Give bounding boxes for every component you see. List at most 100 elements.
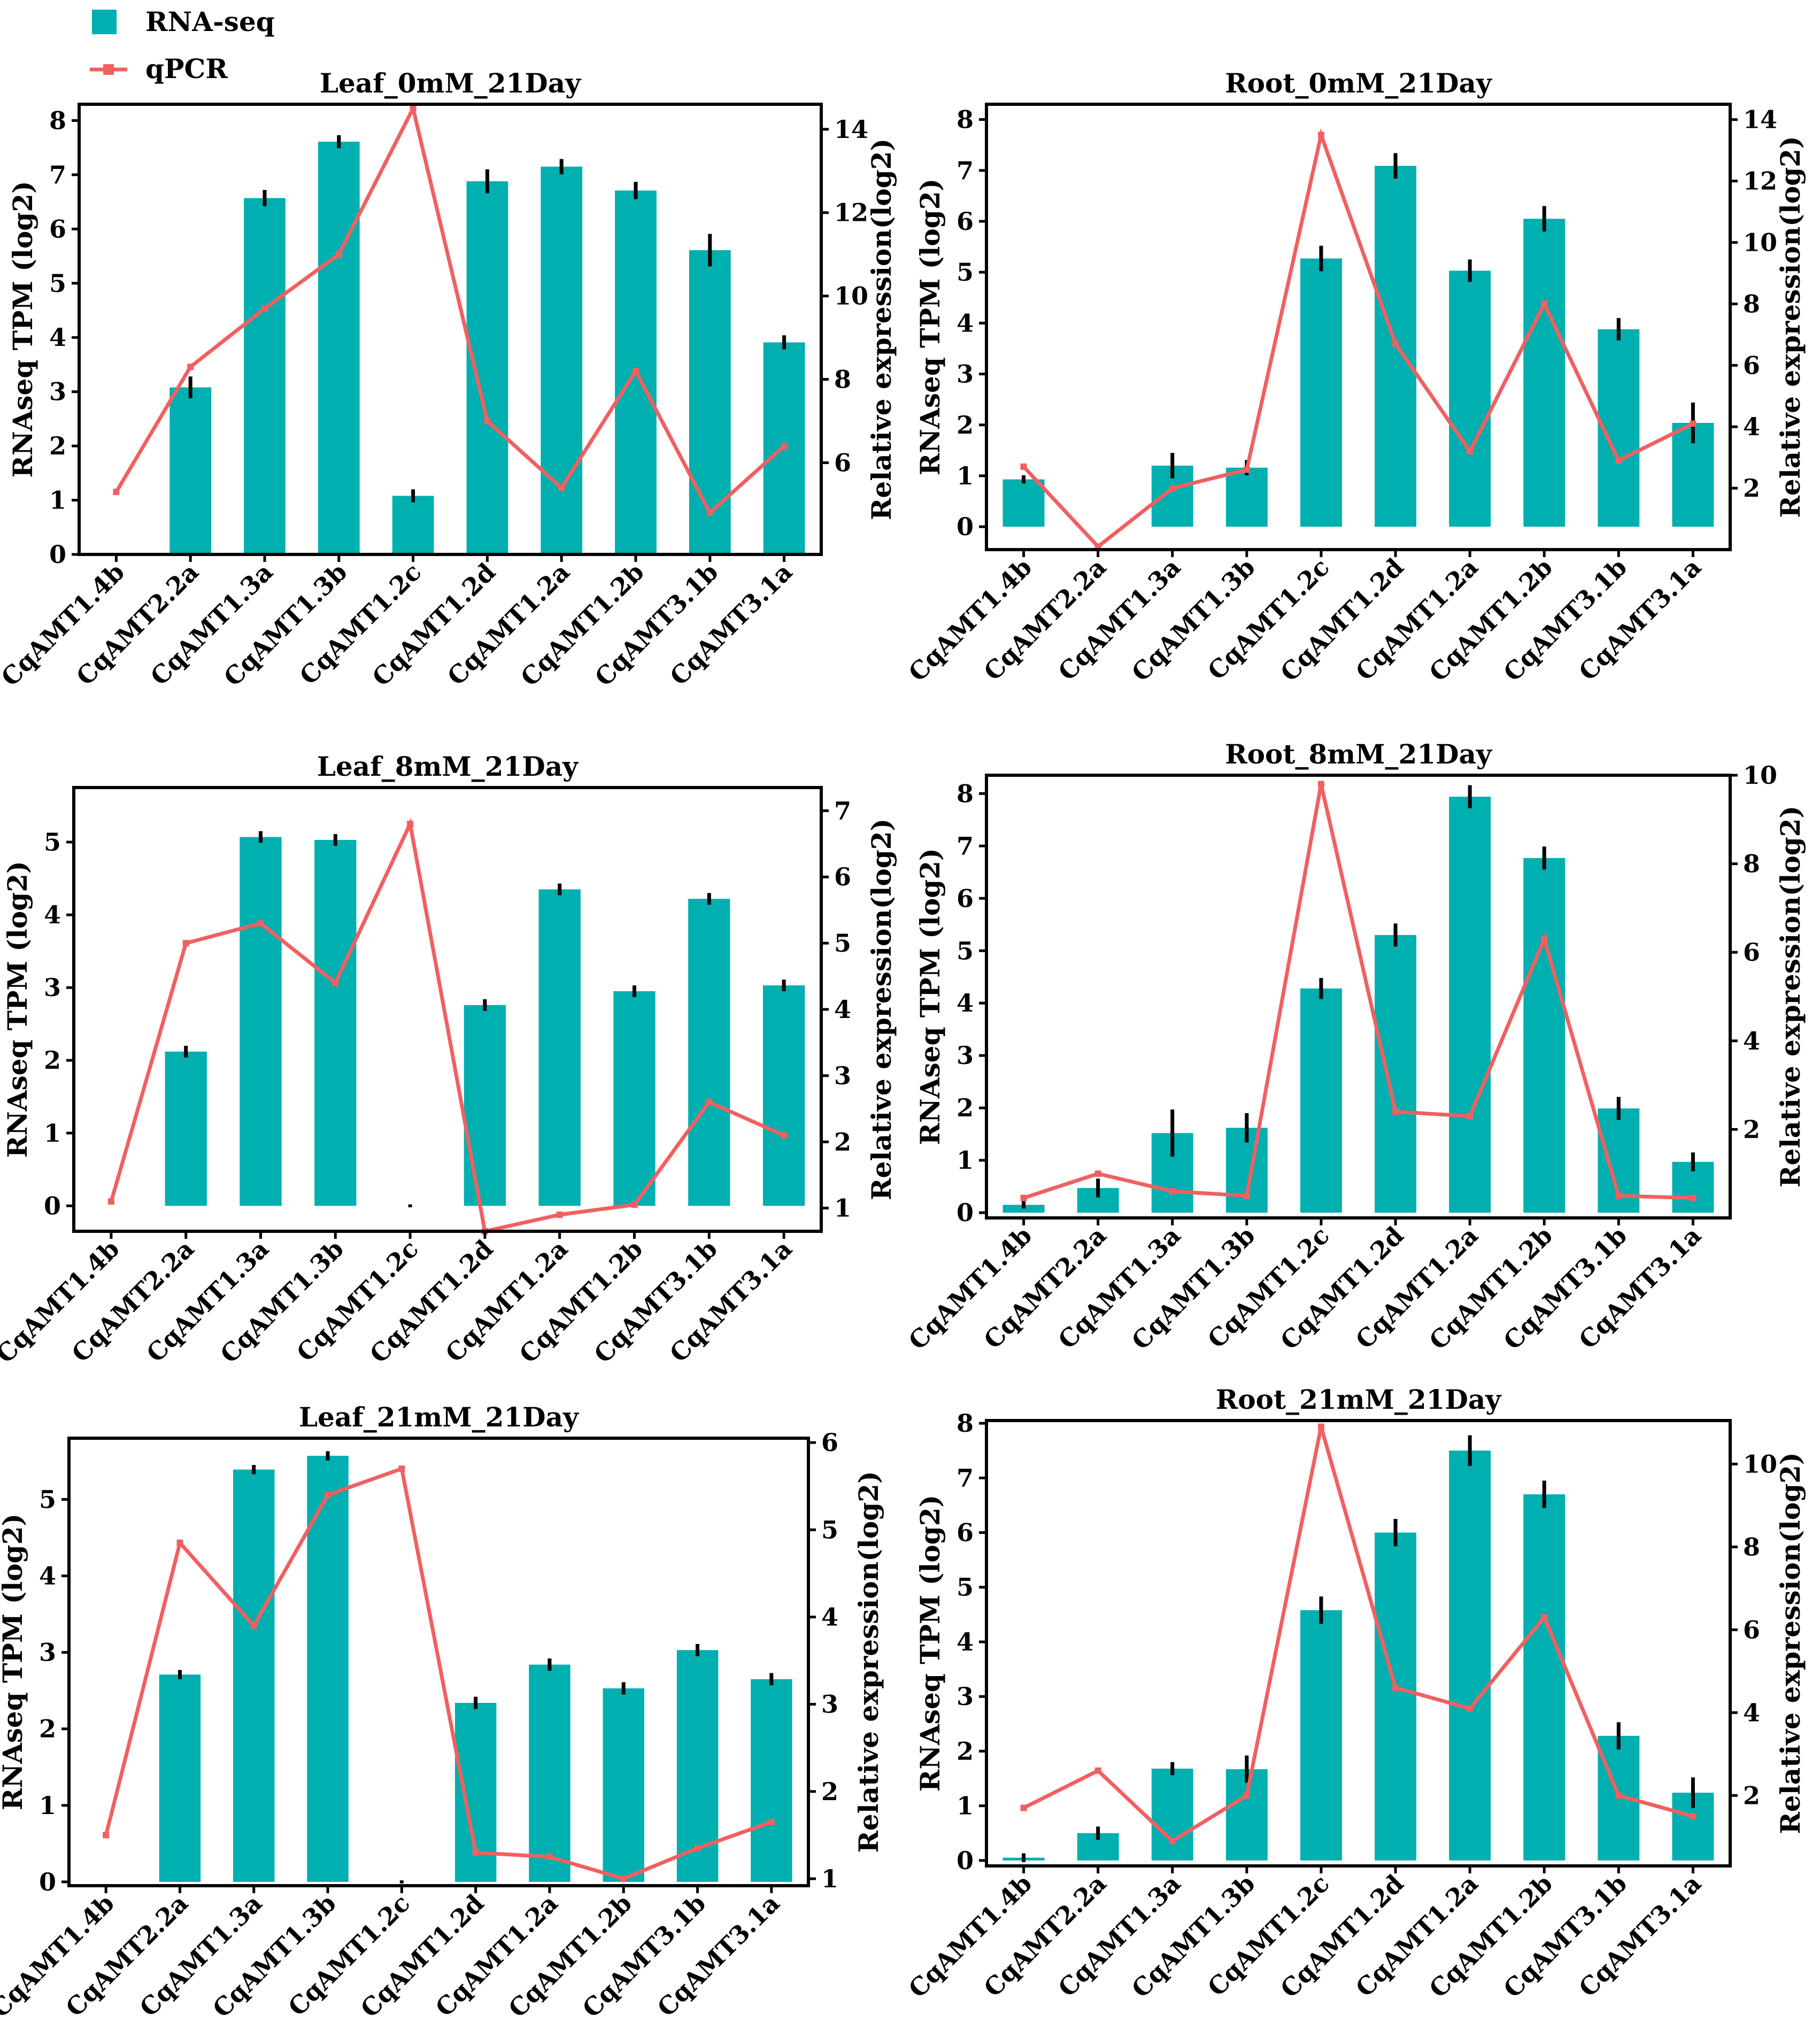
bar-cqamt1-2a (541, 166, 583, 554)
left-tick-label: 4 (49, 323, 66, 352)
legend-rnaseq-swatch (92, 10, 117, 34)
qpcr-point-cqamt1-2a (1467, 448, 1474, 455)
right-y-axis: 1 2 3 4 5 6 (808, 1428, 838, 1893)
qpcr-point-cqamt3-1a (1690, 1194, 1696, 1201)
bar-cqamt2-2a (159, 1675, 201, 1882)
bar-cqamt2-2a (169, 387, 212, 554)
qpcr-point-cqamt1-2c (407, 821, 414, 828)
qpcr-line (1022, 1426, 1694, 1843)
bar-cqamt1-2c (1300, 1610, 1342, 1861)
x-axis: CqAMT1.4bCqAMT2.2aCqAMT1.3aCqAMT1.3bCqAM… (0, 1886, 785, 2023)
left-axis-title: RNAseq TPM (log2) (2, 861, 33, 1158)
right-tick-label: 2 (821, 1777, 838, 1806)
left-tick-label: 5 (957, 258, 974, 287)
qpcr-point-cqamt3-1b (1615, 457, 1622, 464)
left-tick-label: 7 (957, 156, 974, 185)
right-tick-label: 5 (834, 929, 851, 958)
left-y-axis: 0 1 2 3 4 5 6 7 8 (49, 106, 79, 569)
left-tick-label: 6 (957, 207, 974, 236)
qpcr-point-cqamt1-3a (1169, 1838, 1176, 1845)
legend-rnaseq-label: RNA-seq (145, 6, 275, 37)
qpcr-points (103, 1465, 775, 1882)
plot-frame (67, 1437, 810, 1887)
qpcr-point-cqamt1-2a (558, 484, 565, 491)
qpcr-point-cqamt1-2c (1317, 781, 1324, 788)
right-tick-label: 4 (834, 995, 851, 1024)
left-tick-label: 6 (957, 1518, 974, 1547)
qpcr-point-cqamt1-4b (107, 1198, 114, 1205)
right-tick-label: 6 (1743, 351, 1760, 380)
bar-cqamt1-2b (1523, 858, 1565, 1213)
bar-cqamt1-3a (240, 837, 282, 1206)
bar-cqamt1-4b (1002, 1205, 1045, 1213)
qpcr-point-cqamt1-3a (261, 305, 268, 312)
bar-cqamt1-2a (1449, 1450, 1491, 1861)
qpcr-point-cqamt1-2b (620, 1875, 627, 1882)
left-tick-label: 4 (39, 1562, 56, 1591)
left-tick-label: 2 (957, 411, 974, 439)
left-tick-label: 8 (957, 105, 974, 134)
plot-frame (985, 103, 1732, 551)
chart-title: Leaf_21mM_21Day (299, 1401, 580, 1433)
qpcr-point-cqamt1-2b (1541, 300, 1548, 307)
qpcr-point-cqamt1-3b (1243, 466, 1250, 473)
left-tick-label: 5 (957, 936, 974, 965)
right-axis-title: Relative expression(log2) (853, 1471, 884, 1853)
plot-frame (78, 103, 823, 556)
left-y-axis: 0 1 2 3 4 5 (39, 1485, 69, 1896)
rnaseq-bars (1002, 153, 1714, 527)
qpcr-point-cqamt3-1b (706, 1099, 713, 1106)
qpcr-point-cqamt1-3a (1169, 1188, 1176, 1195)
left-tick-label: 5 (39, 1485, 56, 1514)
left-axis-title: RNAseq TPM (log2) (914, 1495, 946, 1792)
right-tick-label: 2 (834, 1128, 851, 1156)
qpcr-point-cqamt3-1b (706, 510, 713, 516)
left-tick-label: 2 (957, 1093, 974, 1122)
left-tick-label: 3 (957, 1682, 974, 1711)
x-axis: CqAMT1.4bCqAMT2.2aCqAMT1.3aCqAMT1.3bCqAM… (903, 1218, 1707, 1355)
left-tick-label: 7 (49, 160, 66, 189)
qpcr-point-cqamt1-2c (1317, 1423, 1324, 1430)
left-axis-title: RNAseq TPM (log2) (914, 179, 946, 475)
qpcr-point-cqamt1-2d (472, 1849, 479, 1856)
bar-cqamt1-2a (529, 1664, 570, 1882)
right-tick-label: 4 (821, 1602, 838, 1631)
bar-cqamt1-3a (1151, 1769, 1193, 1861)
right-tick-label: 1 (821, 1864, 838, 1893)
qpcr-point-cqamt1-2c (1317, 132, 1324, 138)
qpcr-point-cqamt1-2c (398, 1465, 405, 1472)
left-tick-label: 3 (44, 973, 61, 1002)
left-tick-label: 0 (39, 1868, 56, 1896)
right-tick-label: 2 (1743, 1781, 1760, 1810)
right-tick-label: 2 (1743, 1115, 1760, 1144)
qpcr-line (114, 103, 785, 516)
chart-root-21mm-21day: 0 1 2 3 4 5 6 7 8 2 4 6 8 10 CqAMT1.4bCqAMT2.2aCqAMT1.… (903, 1384, 1806, 2003)
right-tick-label: 14 (1743, 105, 1777, 134)
right-tick-label: 6 (834, 448, 851, 477)
right-y-axis: 2 4 6 8 10 (1730, 1449, 1777, 1810)
qpcr-point-cqamt2-2a (1094, 543, 1101, 550)
qpcr-points (1020, 132, 1696, 550)
bar-cqamt1-3b (318, 141, 360, 555)
qpcr-point-cqamt1-3b (332, 979, 339, 986)
left-tick-label: 7 (957, 1463, 974, 1492)
left-tick-label: 6 (957, 884, 974, 913)
bar-cqamt1-3b (314, 839, 357, 1206)
qpcr-point-cqamt2-2a (182, 940, 189, 947)
left-tick-label: 8 (49, 106, 66, 135)
bar-cqamt1-2b (1523, 219, 1565, 527)
qpcr-point-cqamt1-4b (1020, 1804, 1027, 1811)
chart-title: Leaf_8mM_21Day (317, 751, 579, 782)
chart-leaf-0mm-21day: 01234567868101214CqAMT1.4bCqAMT2.2aCqAMT… (0, 67, 897, 692)
left-tick-label: 5 (49, 269, 66, 298)
right-tick-label: 6 (821, 1428, 838, 1457)
right-tick-label: 4 (1743, 1698, 1760, 1727)
qpcr-point-cqamt1-2b (633, 367, 639, 374)
right-y-axis: 1 2 3 4 5 6 7 (821, 796, 851, 1223)
qpcr-point-cqamt1-3a (257, 920, 264, 927)
right-y-axis: 6 8 10 12 14 (821, 115, 868, 477)
right-tick-label: 3 (834, 1061, 851, 1090)
bar-cqamt3-1b (688, 899, 730, 1206)
left-tick-label: 4 (957, 1627, 974, 1656)
